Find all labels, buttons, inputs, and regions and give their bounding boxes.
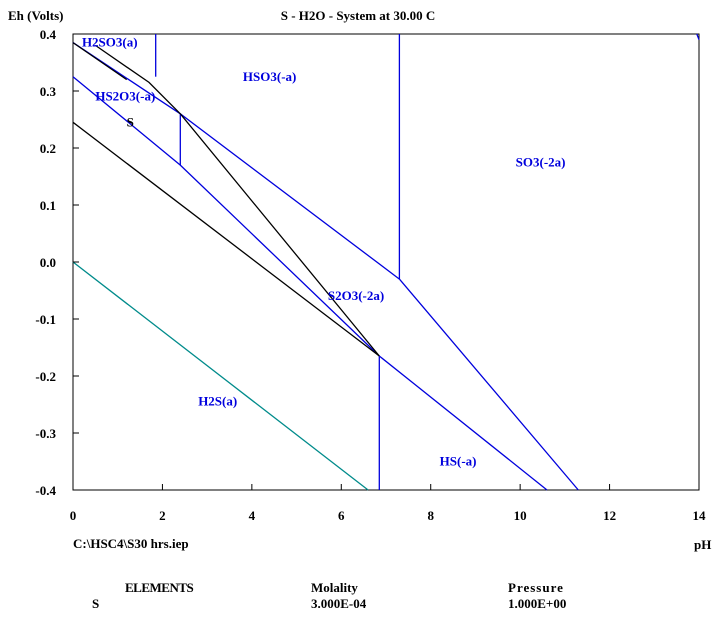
y-tick-label: 0.1	[40, 198, 56, 213]
molality-value: 3.000E-04	[311, 596, 367, 611]
plot-frame	[72, 33, 700, 491]
region-label: H2SO3(a)	[82, 35, 138, 50]
x-tick-label: 2	[159, 508, 166, 523]
pressure-value: 1.000E+00	[508, 596, 567, 611]
pressure-header: Pressure	[508, 580, 564, 595]
y-axis-label: Eh (Volts)	[8, 8, 64, 23]
y-tick-label: 0.4	[40, 27, 57, 42]
boundary-line-13	[72, 261, 369, 491]
x-tick-label: 8	[427, 508, 434, 523]
x-tick-label: 0	[70, 508, 77, 523]
molality-header: Molality	[311, 580, 358, 595]
chart-title: S - H2O - System at 30.00 C	[281, 8, 436, 23]
y-tick-label: -0.2	[35, 369, 56, 384]
boundary-line-1	[72, 42, 400, 280]
file-path: C:\HSC4\S30 hrs.iep	[73, 536, 189, 551]
region-label: HS(-a)	[440, 454, 477, 469]
y-tick-label: 0.2	[40, 141, 56, 156]
y-tick-label: -0.1	[35, 312, 56, 327]
y-tick-label: -0.3	[35, 426, 56, 441]
y-tick-label: -0.4	[35, 483, 56, 498]
x-tick-label: 4	[249, 508, 256, 523]
region-label: SO3(-2a)	[516, 154, 566, 169]
x-tick-label: 10	[514, 508, 527, 523]
region-labels: H2SO3(a) HSO3(-a) HS2O3(-a) S SO3(-2a) S2O3(-…	[82, 35, 566, 469]
boundary-line-10	[72, 42, 128, 81]
region-label: S	[127, 114, 134, 129]
y-tick-label: 0.3	[40, 84, 57, 99]
boundary-line-7	[378, 355, 548, 491]
boundary-line-2	[398, 278, 579, 491]
region-label: HSO3(-a)	[243, 69, 296, 84]
axis-ticks: 0 2 4 6 8 10 12 14 0.4 0.3 0.2 0.1 0.0 -0.1 -0.2 -0.3 -0…	[35, 27, 706, 523]
boundary-line-11	[95, 44, 380, 357]
element-symbol: S	[92, 596, 100, 611]
x-tick-label: 6	[338, 508, 345, 523]
y-tick-label: 0.0	[40, 255, 56, 270]
x-tick-label: 14	[693, 508, 707, 523]
region-label: S2O3(-2a)	[328, 288, 384, 303]
x-axis-label: pH	[694, 537, 711, 552]
region-label: HS2O3(-a)	[95, 89, 155, 104]
elements-header: ELEMENTS	[125, 580, 194, 595]
boundary-line-5	[72, 76, 380, 357]
region-label: H2S(a)	[198, 394, 237, 409]
x-tick-label: 12	[603, 508, 616, 523]
phase-boundary-lines	[72, 33, 700, 491]
boundary-line-12	[72, 121, 380, 357]
boundary-line-9	[696, 33, 700, 40]
